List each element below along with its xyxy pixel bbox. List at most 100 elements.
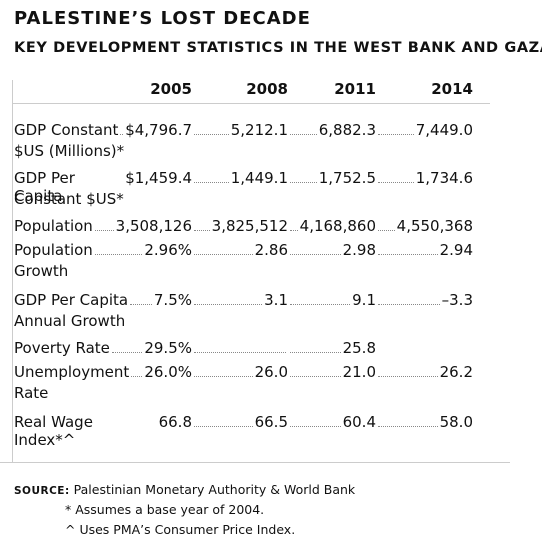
cell: 9.1 bbox=[288, 288, 376, 310]
cell-value: 58.0 bbox=[439, 413, 473, 431]
cell-value: 29.5% bbox=[144, 339, 192, 357]
cell-value: 3.1 bbox=[264, 291, 288, 309]
table-row: Population 3,508,126 3,825,512 4,168,860 4,5… bbox=[14, 214, 473, 236]
leader bbox=[194, 238, 253, 255]
leader bbox=[378, 288, 440, 305]
cell: GDP Constant $4,796.7 bbox=[14, 118, 192, 140]
cell-value: $1,459.4 bbox=[125, 169, 192, 187]
cell: 66.5 bbox=[192, 410, 288, 432]
leader bbox=[290, 360, 341, 377]
cell: 3,825,512 bbox=[192, 214, 288, 236]
cell-value: 5,212.1 bbox=[230, 121, 288, 139]
cell-value: 60.4 bbox=[342, 413, 376, 431]
cell-value: 1,752.5 bbox=[318, 169, 376, 187]
cell: GDP Per Capita $1,459.4 bbox=[14, 166, 192, 205]
cell-value: $4,796.7 bbox=[125, 121, 192, 139]
leader bbox=[194, 360, 253, 377]
footnote: ^ Uses PMA’s Consumer Price Index. bbox=[65, 522, 296, 537]
cell-value: 4,550,368 bbox=[396, 217, 473, 235]
cell-value: 21.0 bbox=[342, 363, 376, 381]
cell-value: 66.5 bbox=[254, 413, 288, 431]
row-label: GDP Per Capita bbox=[14, 169, 75, 205]
row-label-line: $US (Millions)* bbox=[14, 142, 125, 160]
cell-value: 1,734.6 bbox=[415, 169, 473, 187]
leader bbox=[378, 238, 438, 255]
table-row: Population 2.96% 2.86 2.98 2.94 bbox=[14, 238, 473, 260]
cell: 2.94 bbox=[376, 238, 473, 260]
leader bbox=[290, 336, 341, 353]
row-label: Unemployment bbox=[14, 363, 130, 381]
table-row: GDP Per Capita $1,459.4 1,449.1 1,752.5 1,73… bbox=[14, 166, 473, 205]
cell-value: 4,168,860 bbox=[299, 217, 376, 235]
cell-value: 9.1 bbox=[352, 291, 376, 309]
source-label: SOURCE: bbox=[14, 485, 70, 497]
leader bbox=[194, 288, 263, 305]
left-rule bbox=[12, 80, 13, 462]
leader bbox=[290, 238, 341, 255]
leader bbox=[194, 410, 253, 427]
cell: 7,449.0 bbox=[376, 118, 473, 140]
cell: Poverty Rate 29.5% bbox=[14, 336, 192, 358]
leader bbox=[131, 360, 143, 377]
cell: 26.2 bbox=[376, 360, 473, 382]
column-header: 2008 bbox=[246, 80, 288, 98]
leader bbox=[290, 288, 351, 305]
cell-value: 2.94 bbox=[439, 241, 473, 259]
cell-value: 26.0% bbox=[144, 363, 192, 381]
cell: 1,449.1 bbox=[192, 166, 288, 188]
row-label: GDP Constant bbox=[14, 121, 119, 139]
column-header: 2014 bbox=[431, 80, 473, 98]
row-label: Poverty Rate bbox=[14, 339, 110, 357]
leader bbox=[130, 288, 152, 305]
leader bbox=[194, 336, 286, 353]
table-row: GDP Constant $4,796.7 5,212.1 6,882.3 7,449.… bbox=[14, 118, 473, 140]
cell-value: 6,882.3 bbox=[318, 121, 376, 139]
leader bbox=[378, 118, 414, 135]
leader bbox=[94, 214, 114, 231]
column-header: 2005 bbox=[150, 80, 192, 98]
leader bbox=[290, 118, 317, 135]
row-label-line: Constant $US* bbox=[14, 190, 124, 208]
leader bbox=[290, 214, 298, 231]
leader bbox=[194, 214, 210, 231]
header-rule bbox=[12, 103, 490, 104]
cell: Real Wage Index*^ 66.8 bbox=[14, 410, 192, 449]
title: PALESTINE’S LOST DECADE bbox=[14, 8, 311, 29]
cell-value: 3,508,126 bbox=[115, 217, 192, 235]
source-text: Palestinian Monetary Authority & World B… bbox=[73, 482, 356, 497]
row-label: Population bbox=[14, 241, 93, 259]
cell: Unemployment 26.0% bbox=[14, 360, 192, 382]
cell: 1,752.5 bbox=[288, 166, 376, 188]
source: SOURCE: Palestinian Monetary Authority &… bbox=[14, 482, 355, 497]
cell: 26.0 bbox=[192, 360, 288, 382]
bottom-rule bbox=[0, 462, 510, 463]
table-row: GDP Per Capita 7.5% 3.1 9.1 –3.3 bbox=[14, 288, 473, 310]
cell-value: 1,449.1 bbox=[230, 169, 288, 187]
cell: GDP Per Capita 7.5% bbox=[14, 288, 192, 310]
leader bbox=[378, 410, 438, 427]
row-label: Population bbox=[14, 217, 93, 235]
leader bbox=[378, 214, 395, 231]
cell: 5,212.1 bbox=[192, 118, 288, 140]
cell: 6,882.3 bbox=[288, 118, 376, 140]
leader bbox=[290, 410, 341, 427]
cell-value: 7,449.0 bbox=[415, 121, 473, 139]
leader bbox=[378, 360, 438, 377]
leader bbox=[94, 238, 143, 255]
column-header: 2011 bbox=[334, 80, 376, 98]
row-label: GDP Per Capita bbox=[14, 291, 129, 309]
row-label: Real Wage Index*^ bbox=[14, 413, 93, 449]
cell-value: 66.8 bbox=[158, 413, 192, 431]
cell-value: 26.0 bbox=[254, 363, 288, 381]
cell: 2.98 bbox=[288, 238, 376, 260]
cell: 60.4 bbox=[288, 410, 376, 432]
cell-value: 2.86 bbox=[254, 241, 288, 259]
cell: Population 3,508,126 bbox=[14, 214, 192, 236]
footnote: * Assumes a base year of 2004. bbox=[65, 502, 265, 517]
cell: 58.0 bbox=[376, 410, 473, 432]
leader bbox=[290, 166, 317, 183]
cell-value: 3,825,512 bbox=[211, 217, 288, 235]
cell: 1,734.6 bbox=[376, 166, 473, 188]
cell: –3.3 bbox=[376, 288, 473, 310]
